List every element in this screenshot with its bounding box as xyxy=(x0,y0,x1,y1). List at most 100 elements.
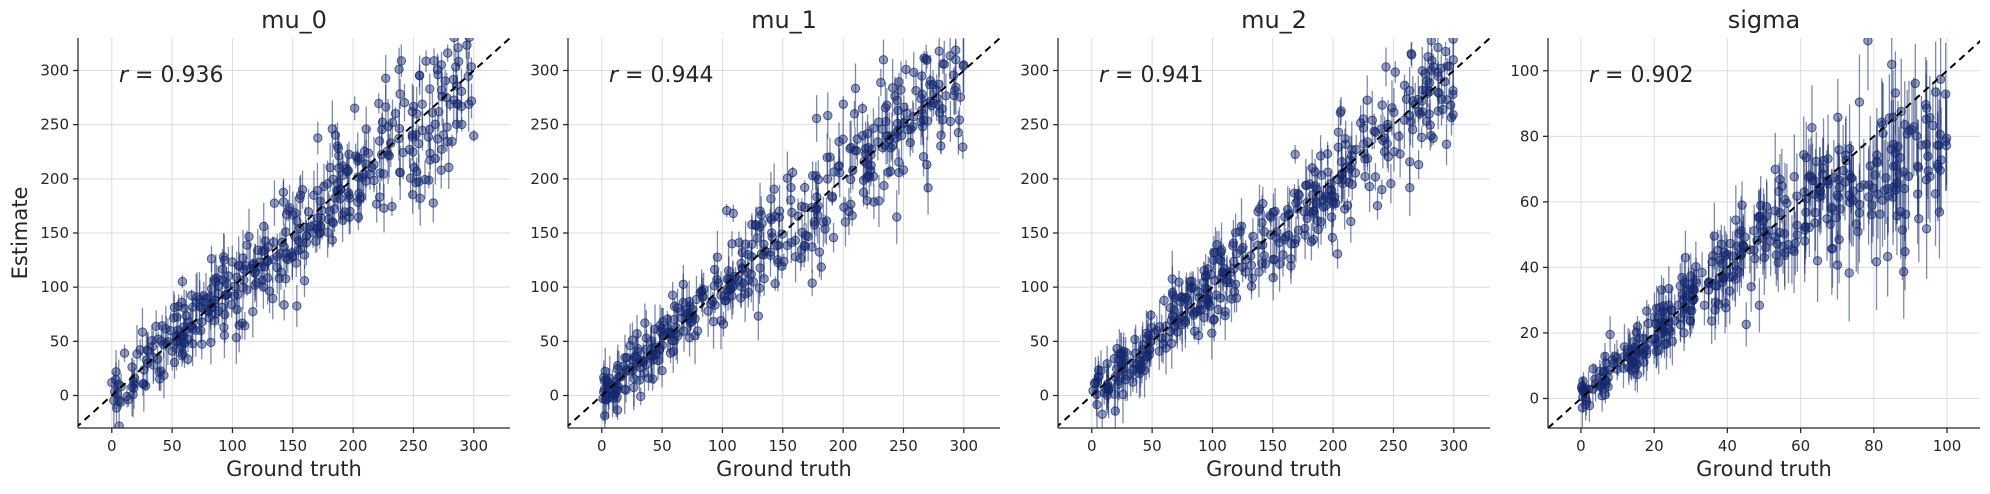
data-point xyxy=(218,252,229,262)
data-point xyxy=(269,237,279,247)
data-point xyxy=(278,187,289,197)
data-point xyxy=(325,162,335,173)
data-point xyxy=(423,132,434,142)
data-point xyxy=(1612,352,1622,363)
data-point xyxy=(387,201,397,212)
data-point xyxy=(177,297,187,308)
data-point xyxy=(1800,225,1810,235)
data-point xyxy=(466,62,477,72)
data-point xyxy=(735,293,746,303)
data-point xyxy=(250,268,260,278)
data-point xyxy=(811,171,821,181)
y-tick-label: 300 xyxy=(530,62,559,80)
data-point xyxy=(407,190,418,200)
data-point xyxy=(1144,350,1154,360)
data-point xyxy=(800,182,810,193)
data-point xyxy=(1446,112,1457,123)
data-point xyxy=(1576,383,1587,393)
data-point xyxy=(1900,246,1910,257)
data-point xyxy=(1910,78,1920,89)
data-point xyxy=(167,346,177,356)
data-point xyxy=(938,59,948,69)
data-point xyxy=(1383,123,1393,133)
data-point xyxy=(1221,277,1232,288)
y-tick-label: 20 xyxy=(1520,324,1539,342)
data-point xyxy=(1316,217,1326,227)
data-point xyxy=(1834,182,1845,193)
data-point xyxy=(1854,208,1865,218)
data-point xyxy=(1925,112,1935,123)
data-point xyxy=(934,46,944,56)
data-point xyxy=(1600,351,1610,362)
x-tick-label: 150 xyxy=(1258,437,1287,455)
data-point xyxy=(330,130,341,140)
data-point xyxy=(1697,267,1707,278)
data-point xyxy=(1323,167,1333,177)
data-point xyxy=(1175,313,1185,323)
data-point xyxy=(759,239,769,250)
y-tick-label: 250 xyxy=(530,116,559,134)
x-tick-label: 100 xyxy=(708,437,737,455)
data-point xyxy=(1782,198,1792,208)
data-point xyxy=(1801,193,1811,204)
data-point xyxy=(374,136,385,146)
data-point xyxy=(1890,148,1900,158)
data-point xyxy=(312,185,323,196)
data-point xyxy=(827,193,837,203)
data-point xyxy=(1875,209,1885,219)
data-point xyxy=(449,95,459,105)
data-point xyxy=(1306,237,1317,247)
data-point xyxy=(709,264,720,275)
data-point xyxy=(1921,224,1932,234)
data-point xyxy=(755,263,765,273)
data-point xyxy=(667,335,678,346)
data-point xyxy=(1268,207,1279,217)
data-point xyxy=(955,92,966,102)
data-point xyxy=(1362,95,1372,105)
data-point xyxy=(1725,238,1736,249)
data-point xyxy=(892,95,902,106)
data-point xyxy=(1347,179,1357,190)
data-point xyxy=(695,288,705,298)
data-point xyxy=(898,165,909,175)
data-point xyxy=(809,220,820,230)
data-point xyxy=(813,210,823,220)
data-point xyxy=(1336,106,1346,116)
data-point xyxy=(1731,215,1741,225)
y-tick-label: 250 xyxy=(40,116,69,134)
data-point xyxy=(703,306,713,316)
data-point xyxy=(432,64,443,75)
data-point xyxy=(1246,281,1257,292)
data-point xyxy=(740,239,751,249)
x-axis-title: Ground truth xyxy=(1696,457,1832,481)
data-point xyxy=(1677,272,1687,283)
data-point xyxy=(469,131,479,141)
data-point xyxy=(1376,124,1386,134)
data-point xyxy=(233,289,243,300)
x-axis-title: Ground truth xyxy=(226,457,362,481)
data-point xyxy=(1590,379,1601,389)
data-point xyxy=(197,339,207,349)
data-point xyxy=(1369,126,1379,136)
data-point xyxy=(1832,260,1843,270)
panel-mu-0: 0 50 100 150 200 250 300 0 50 100 150 200 250 300 mu_0… xyxy=(40,6,510,481)
scatter-points xyxy=(1576,38,1952,428)
data-point xyxy=(1254,267,1264,277)
data-point xyxy=(1268,254,1278,265)
data-point xyxy=(1844,268,1854,278)
data-point xyxy=(340,207,350,217)
data-point xyxy=(399,97,410,108)
data-point xyxy=(634,375,645,385)
data-point xyxy=(1390,67,1400,77)
data-point xyxy=(857,103,868,114)
data-point xyxy=(1741,319,1751,330)
data-point xyxy=(1719,247,1730,258)
data-point xyxy=(436,144,447,154)
data-point xyxy=(1146,322,1157,333)
data-point xyxy=(894,157,904,167)
data-point xyxy=(640,318,650,328)
data-point xyxy=(1220,306,1230,317)
data-point xyxy=(1346,216,1356,227)
data-point xyxy=(328,218,339,228)
data-point xyxy=(1206,269,1216,280)
